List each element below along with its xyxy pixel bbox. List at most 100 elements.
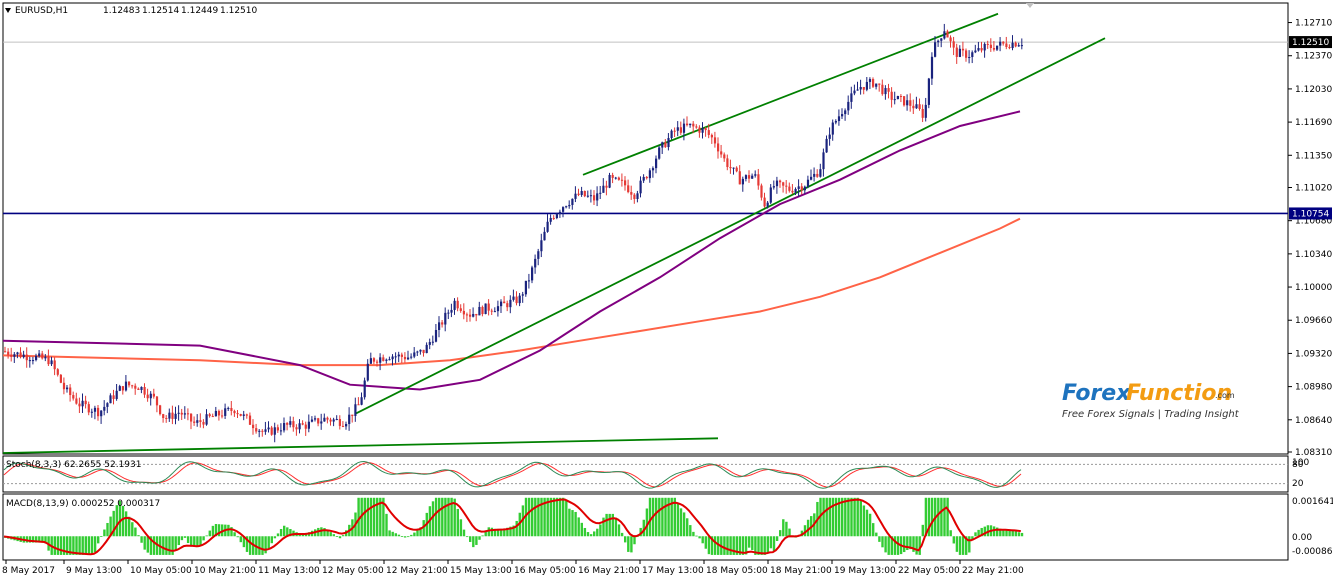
candle-bull [81,400,84,407]
candle-bull [614,177,617,179]
macd-histogram-bar [146,536,149,553]
macd-histogram-bar [524,497,528,537]
macd-histogram-bar [134,527,137,537]
macd-histogram-bar [689,525,692,537]
candle-bear [208,414,211,417]
candle-bull [996,45,999,50]
candle-bull [416,351,419,353]
candle-bull [472,313,475,317]
candle-bull [394,356,397,358]
candle-bull [115,390,118,399]
candle-bear [338,419,341,426]
candle-bear [720,151,723,155]
macd-histogram-bar [112,510,115,537]
candle-bear [459,308,462,311]
macd-histogram-bar [444,497,447,537]
moving-average-salmon [2,217,1021,367]
macd-histogram-bar [822,497,825,537]
macd-histogram-bar [673,497,676,537]
candle-bear [351,414,354,416]
candle-bear [686,123,689,126]
macd-histogram-bar [332,534,335,537]
candle-bull [884,88,887,95]
macd-histogram-bar [667,497,670,537]
macd-histogram-bar [661,497,664,537]
macd-histogram-bar [434,497,438,537]
macd-histogram-bar [713,536,717,555]
macd-histogram-bar [555,497,559,537]
candle-bear [1014,42,1017,47]
macd-histogram-bar [475,536,478,545]
macd-histogram-bar [301,534,304,537]
candle-bear [357,404,360,406]
candle-bull [589,195,593,197]
candle-bull [906,100,909,106]
macd-signal-line [3,498,1021,556]
macd-histogram-bar [1011,531,1014,537]
time-tick-label: 10 May 21:00 [194,566,256,576]
macd-histogram-bar [1020,532,1024,537]
macd-plot [3,497,1024,556]
candle-bull [828,134,831,139]
candle-bear [617,177,620,180]
candle-bear [726,158,729,168]
candle-bull [741,178,744,185]
macd-histogram-bar [143,536,146,550]
macd-histogram-bar [469,536,472,542]
macd-histogram-bar [35,536,38,543]
candle-bear [221,415,224,417]
candle-bear [763,197,766,207]
macd-histogram-bar [912,536,915,552]
macd-histogram-bar [202,536,205,541]
macd-histogram-bar [44,536,47,544]
candle-bull [168,412,171,419]
time-tick-label: 9 May 13:00 [66,566,122,576]
collapse-arrow-icon[interactable] [5,8,11,13]
macd-histogram-bar [149,536,153,555]
candle-bull [958,48,961,57]
candle-bull [35,355,38,361]
candle-bull [512,296,515,300]
macd-histogram-bar [766,536,769,553]
macd-histogram-bar [177,536,180,546]
candle-bear [481,306,484,315]
macd-histogram-bar [190,536,193,547]
candle-bull [639,180,642,194]
candle-bear [317,418,320,424]
candle-bull [893,99,896,101]
candle-bear [552,217,555,219]
macd-histogram-bar [128,516,131,537]
time-tick-label: 12 May 21:00 [386,566,448,576]
candle-bull [205,414,208,425]
macd-histogram-bar [1002,530,1005,537]
macd-histogram-bar [961,536,965,555]
macd-histogram-bar [453,498,456,537]
candle-bull [751,175,754,179]
candle-bull [31,360,35,362]
candle-bear [862,86,865,90]
candle-bull [283,423,286,431]
macd-histogram-bar [679,508,683,537]
macd-histogram-bar [769,536,773,549]
time-tick-label: 16 May 21:00 [578,566,640,576]
candle-bear [165,417,168,419]
candle-bull [670,130,673,139]
candle-bear [69,387,72,396]
candle-bull [431,341,434,343]
macd-histogram-bar [558,497,562,537]
candle-bull [149,393,152,399]
macd-histogram-bar [75,536,78,555]
candle-bull [766,202,769,207]
time-tick-label: 22 May 05:00 [898,566,960,576]
candle-bull [546,221,549,232]
macd-histogram-bar [986,525,990,537]
macd-histogram-bar [462,529,466,537]
macd-histogram-bar [537,497,540,537]
macd-histogram-bar [751,536,754,551]
price-tick-label: 1.12710 [1295,19,1332,29]
price-tick-label: 1.10340 [1295,250,1332,260]
candle-bear [627,185,630,193]
candle-bull [971,52,974,58]
candle-bear [577,193,580,195]
